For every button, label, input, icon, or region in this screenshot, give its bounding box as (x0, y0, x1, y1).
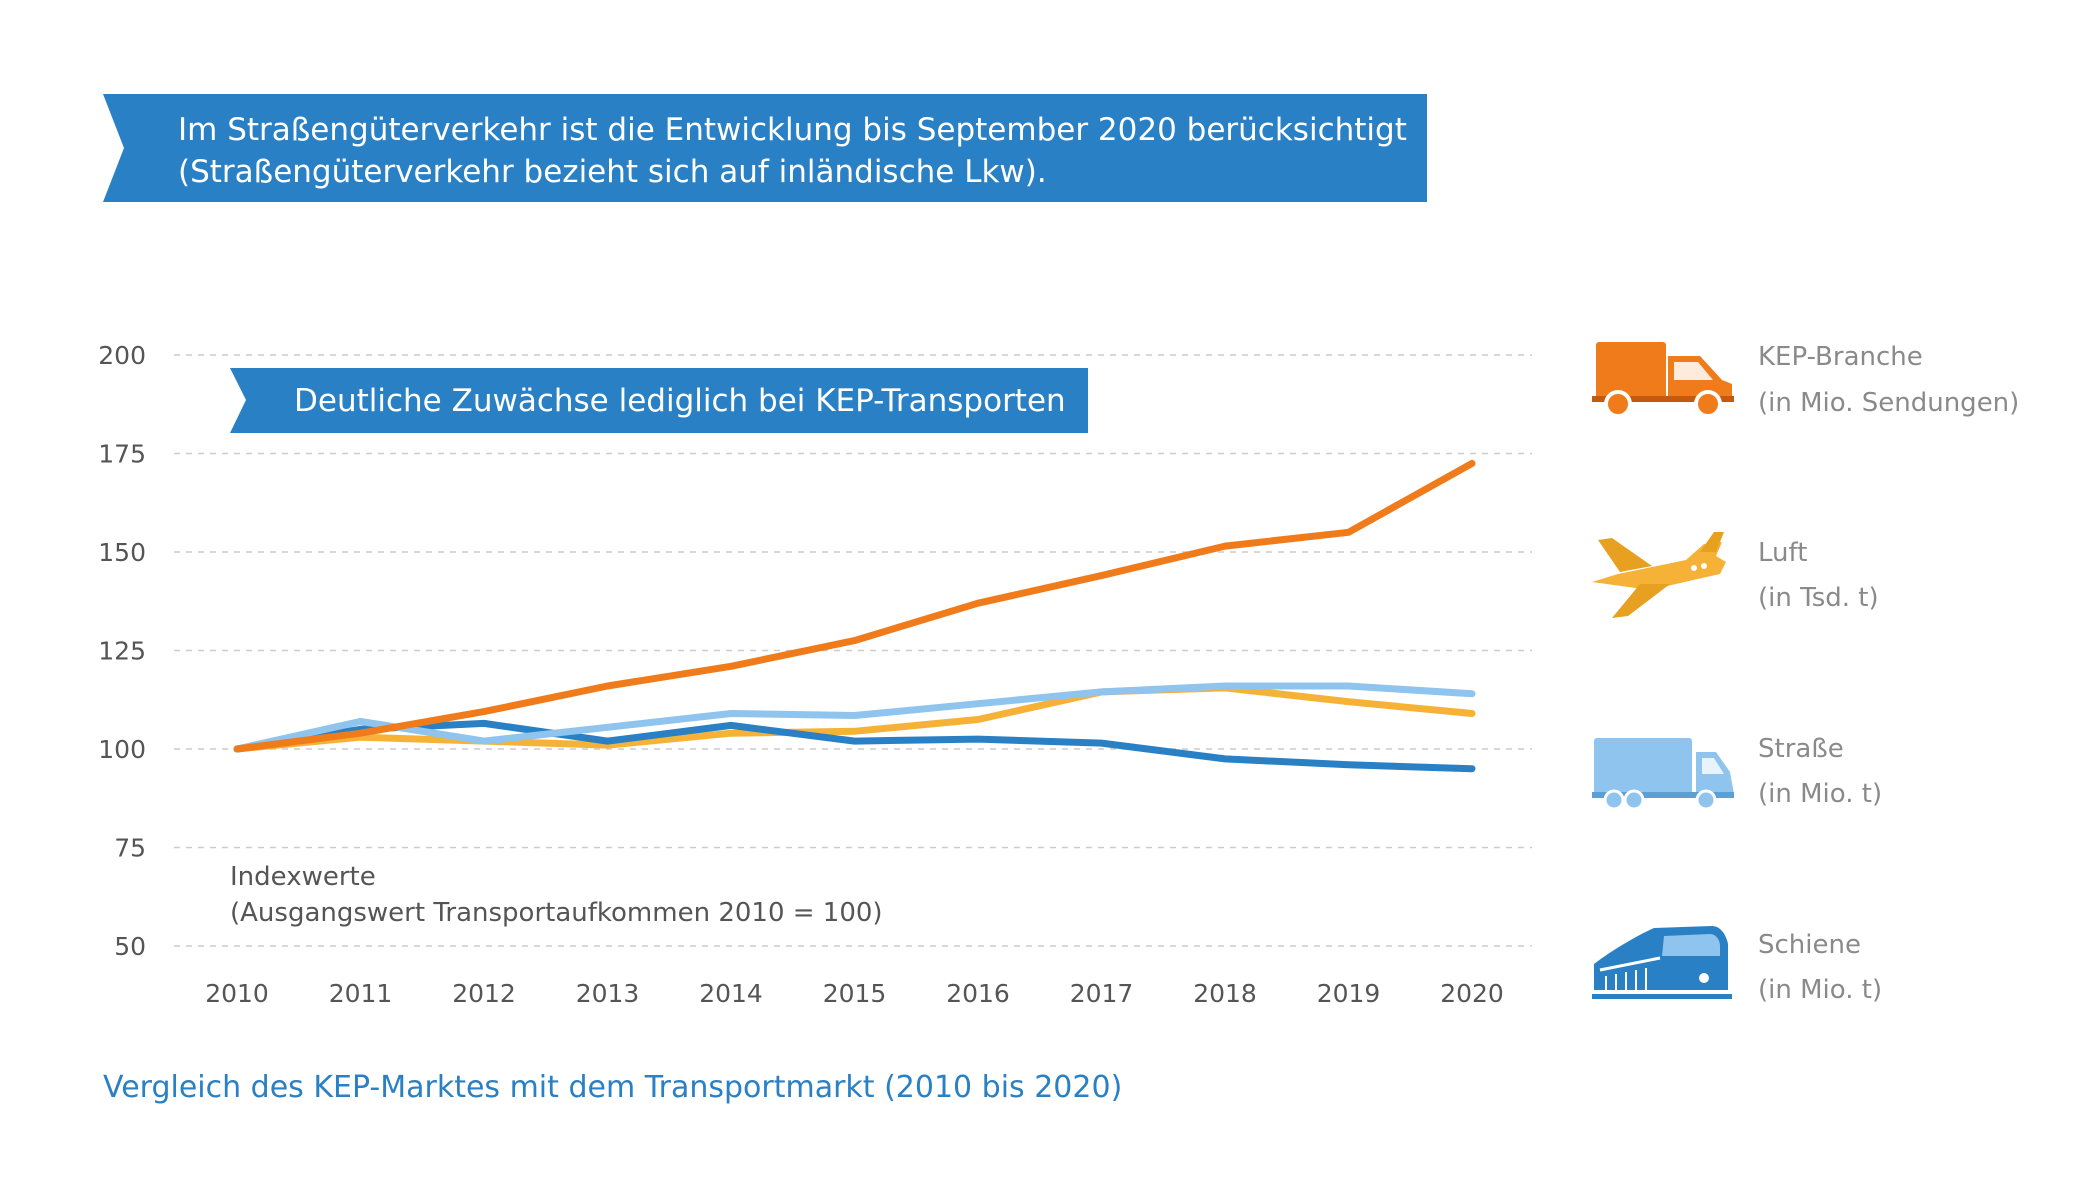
series-lines (233, 459, 1476, 773)
x-tick-label: 2015 (823, 979, 887, 1008)
series-line-luft (233, 684, 1476, 753)
chart-title-banner-background (230, 368, 1088, 433)
x-tick-label: 2013 (576, 979, 640, 1008)
header-banner-background (103, 94, 1427, 202)
train-icon (1592, 926, 1732, 999)
y-tick-label: 125 (98, 637, 146, 666)
legend-kep-unit: (in Mio. Sendungen) (1758, 388, 2019, 418)
header-banner-line2: (Straßengüterverkehr bezieht sich auf in… (178, 154, 1047, 190)
van-icon (1592, 342, 1734, 418)
header-banner-line1: Im Straßengüterverkehr ist die Entwicklu… (178, 112, 1407, 148)
x-axis-tick-labels: 2010 2011 2012 2013 2014 2015 2016 2017 2018 2019… (205, 979, 1504, 1008)
legend-air-label: Luft (1758, 538, 1807, 568)
y-axis-tick-labels: 50 75 100 125 150 175 200 (98, 341, 146, 961)
x-tick-label: 2020 (1440, 979, 1504, 1008)
y-tick-label: 100 (98, 735, 146, 764)
x-tick-label: 2018 (1193, 979, 1257, 1008)
index-note-line2: (Ausgangswert Transportaufkommen 2010 = … (230, 898, 883, 928)
x-tick-label: 2014 (699, 979, 763, 1008)
airplane-icon (1592, 532, 1726, 618)
grid-lines (174, 354, 1532, 947)
legend-road-label: Straße (1758, 734, 1844, 764)
legend-road-unit: (in Mio. t) (1758, 779, 1882, 809)
legend: KEP-Branche (in Mio. Sendungen) Luft (in… (1592, 342, 2019, 1005)
y-tick-label: 175 (98, 440, 146, 469)
y-tick-label: 50 (114, 932, 146, 961)
legend-kep-label: KEP-Branche (1758, 342, 1923, 372)
series-line-schiene (233, 719, 1476, 773)
chart-title: Deutliche Zuwächse lediglich bei KEP-Tra… (294, 383, 1066, 419)
x-tick-label: 2010 (205, 979, 269, 1008)
index-note-line1: Indexwerte (230, 862, 376, 892)
y-tick-label: 75 (114, 834, 146, 863)
legend-rail-label: Schiene (1758, 930, 1861, 960)
header-banner: Im Straßengüterverkehr ist die Entwicklu… (103, 94, 1427, 202)
x-tick-label: 2017 (1070, 979, 1134, 1008)
legend-rail-unit: (in Mio. t) (1758, 975, 1882, 1005)
series-line-stra-e (233, 682, 1476, 753)
x-tick-label: 2016 (946, 979, 1010, 1008)
x-tick-label: 2012 (452, 979, 516, 1008)
truck-icon (1592, 738, 1734, 811)
x-tick-label: 2019 (1317, 979, 1381, 1008)
x-tick-label: 2011 (329, 979, 393, 1008)
line-chart: 50 75 100 125 150 175 200 2010 2011 2012 2013 2014… (98, 341, 1532, 1008)
legend-air-unit: (in Tsd. t) (1758, 583, 1879, 613)
y-tick-label: 200 (98, 341, 146, 370)
figure-caption: Vergleich des KEP-Marktes mit dem Transp… (103, 1070, 1122, 1105)
chart-title-banner: Deutliche Zuwächse lediglich bei KEP-Tra… (230, 368, 1088, 433)
y-tick-label: 150 (98, 538, 146, 567)
series-line-kep-branche (233, 459, 1476, 753)
